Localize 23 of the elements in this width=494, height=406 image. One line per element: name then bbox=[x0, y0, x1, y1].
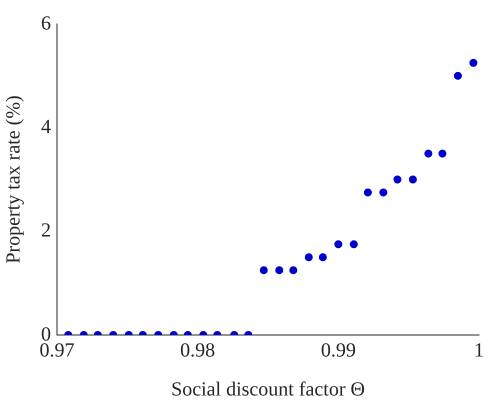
x-tick-label: 1 bbox=[474, 339, 484, 362]
point bbox=[260, 266, 268, 274]
x-axis-title: Social discount factor Θ bbox=[171, 378, 365, 400]
point bbox=[318, 253, 327, 262]
point bbox=[454, 72, 462, 80]
point bbox=[424, 150, 432, 158]
y-tick-label: 4 bbox=[41, 116, 51, 138]
point bbox=[289, 266, 298, 274]
x-tick-label: 0.99 bbox=[320, 339, 356, 362]
point bbox=[350, 240, 358, 248]
point bbox=[438, 150, 446, 158]
y-tick-label: 2 bbox=[41, 220, 51, 242]
point bbox=[334, 240, 342, 248]
point bbox=[408, 176, 417, 184]
y-axis-title: Property tax rate (%) bbox=[2, 95, 24, 264]
point bbox=[469, 58, 478, 67]
point bbox=[379, 188, 388, 196]
point bbox=[304, 253, 313, 262]
point bbox=[364, 188, 372, 196]
point bbox=[275, 266, 284, 274]
point bbox=[393, 176, 402, 184]
x-tick-label: 0.98 bbox=[180, 339, 216, 362]
y-tick-label: 6 bbox=[41, 12, 51, 34]
